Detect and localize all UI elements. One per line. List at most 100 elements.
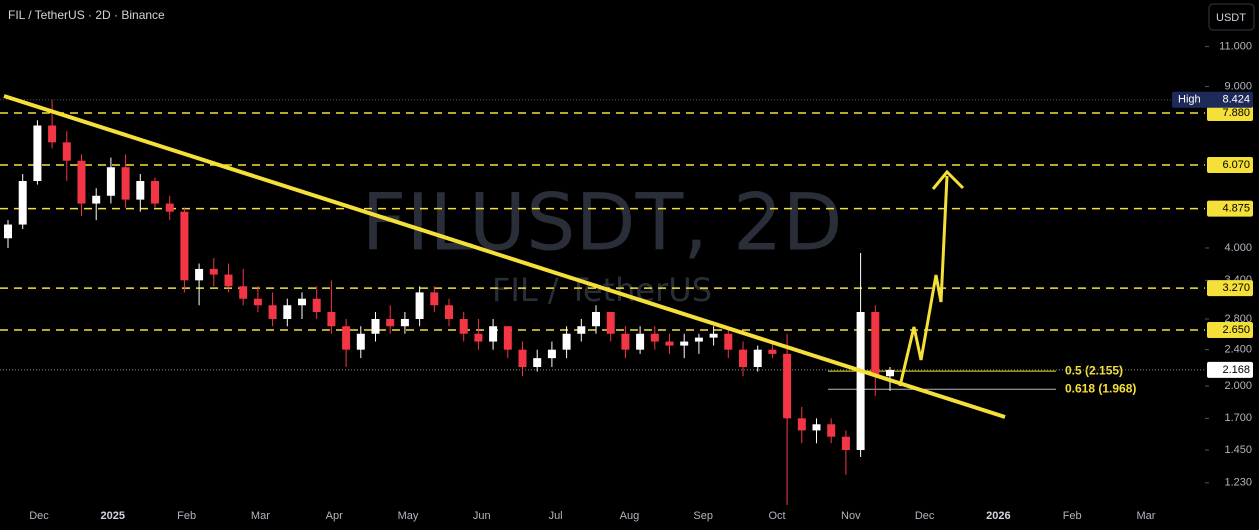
- candle-body: [136, 180, 145, 200]
- candle-body: [489, 326, 498, 342]
- candle-body: [783, 353, 792, 419]
- y-tick-label: 9.000: [1224, 80, 1252, 92]
- candle-body: [739, 349, 747, 368]
- last-price-box: [1207, 361, 1253, 378]
- x-tick-label: Oct: [768, 510, 785, 522]
- candle-body: [533, 358, 542, 368]
- x-tick-label: Dec: [29, 510, 49, 522]
- candle-body: [709, 333, 718, 338]
- x-tick-label: 2025: [101, 510, 125, 522]
- y-tick-label: 11.000: [1219, 40, 1252, 52]
- candle-body: [356, 333, 365, 350]
- candle-body: [562, 333, 571, 350]
- y-tick-label: 1.230: [1224, 477, 1252, 489]
- projection-path: [898, 175, 949, 387]
- candle-body: [253, 298, 262, 306]
- candle-body: [636, 333, 645, 350]
- candle-body: [400, 318, 409, 327]
- candle-body: [312, 298, 321, 313]
- candle-body: [62, 142, 71, 161]
- x-tick-label: 2026: [986, 510, 1010, 522]
- candle-body: [121, 167, 130, 200]
- candle-body: [445, 305, 453, 319]
- candle-body: [415, 292, 424, 319]
- candle-body: [841, 436, 850, 451]
- candle-body: [386, 318, 395, 327]
- x-tick-label: Jul: [549, 510, 563, 522]
- level-label: 2.650: [1222, 324, 1250, 336]
- candle-body: [886, 369, 894, 377]
- x-tick-label: Feb: [1063, 510, 1082, 522]
- candle-body: [283, 305, 292, 319]
- candle-body: [856, 312, 865, 451]
- y-tick-label: 1.700: [1224, 412, 1252, 424]
- x-tick-label: Mar: [1137, 510, 1156, 522]
- high-label-box: [1172, 91, 1253, 108]
- watermark-title: FILUSDT, 2D: [361, 178, 842, 268]
- watermark: FILUSDT, 2D FIL / TetherUS: [361, 178, 842, 309]
- candle-body: [621, 333, 630, 350]
- candle-body: [812, 424, 821, 431]
- candle-body: [4, 224, 12, 239]
- candle-body: [151, 180, 159, 204]
- x-tick-label: Apr: [326, 510, 343, 522]
- candle-body: [724, 333, 733, 350]
- candle-body: [547, 349, 556, 359]
- y-tick-label: 2.800: [1224, 313, 1252, 325]
- projection-arrowhead: [931, 169, 965, 190]
- candle-body: [180, 211, 189, 281]
- x-tick-label: Sep: [693, 510, 713, 522]
- candle-body: [268, 305, 277, 319]
- candle-body: [665, 341, 674, 346]
- candle-body: [768, 349, 777, 354]
- candle-body: [195, 268, 204, 281]
- candle-body: [577, 326, 586, 334]
- currency-label[interactable]: USDT: [1216, 12, 1246, 24]
- x-tick-label: Nov: [841, 510, 861, 522]
- trendline: [3, 94, 1006, 419]
- candle-body: [92, 195, 101, 204]
- y-tick-label: 4.000: [1224, 242, 1252, 254]
- candle-body: [239, 286, 248, 299]
- level-label-box: [1207, 280, 1253, 297]
- candle-body: [459, 318, 468, 334]
- candle-body: [371, 318, 380, 334]
- candle-body: [606, 312, 615, 334]
- x-tick-label: Mar: [251, 510, 270, 522]
- candle-body: [694, 337, 703, 342]
- candle-body: [753, 349, 762, 368]
- level-label-box: [1207, 104, 1253, 121]
- candle-body: [209, 268, 218, 275]
- candle-body: [327, 312, 336, 327]
- candle-body: [871, 312, 880, 377]
- x-tick-label: Jun: [473, 510, 491, 522]
- candle-body: [342, 326, 351, 350]
- watermark-subtitle: FIL / TetherUS: [492, 271, 712, 309]
- candle-body: [106, 167, 115, 196]
- candle-body: [430, 292, 439, 306]
- last-price-label: 2.168: [1222, 364, 1250, 376]
- y-tick-label: 2.000: [1224, 380, 1252, 392]
- candle-body: [592, 312, 600, 327]
- candle-body: [680, 341, 689, 346]
- y-tick-label: 1.450: [1224, 444, 1252, 456]
- candle-body: [48, 125, 57, 143]
- candle-body: [650, 333, 659, 342]
- level-label-box: [1207, 156, 1253, 173]
- fib-label: 0.618 (1.968): [1065, 381, 1136, 395]
- level-label: 7.880: [1222, 107, 1250, 119]
- candle-body: [518, 349, 527, 368]
- level-label-box: [1207, 200, 1253, 217]
- currency-button[interactable]: [1208, 3, 1255, 31]
- level-label-box: [1207, 321, 1253, 338]
- x-tick-label: Dec: [915, 510, 935, 522]
- x-tick-label: Feb: [177, 510, 196, 522]
- candle-body: [224, 274, 233, 287]
- high-tag: High: [1178, 94, 1201, 106]
- x-tick-label: Aug: [620, 510, 640, 522]
- candle-body: [33, 125, 42, 181]
- candle-body: [797, 418, 806, 431]
- candle-body: [77, 160, 86, 204]
